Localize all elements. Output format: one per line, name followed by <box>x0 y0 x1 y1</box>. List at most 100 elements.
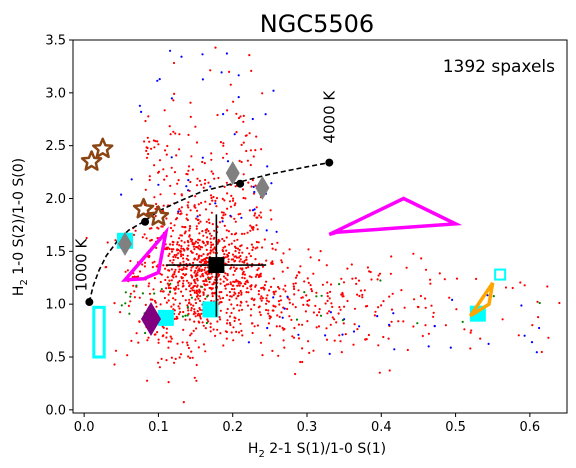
spaxel-point-red <box>207 252 210 255</box>
spaxel-point-red <box>153 146 156 149</box>
spaxel-point-red <box>194 312 197 315</box>
spaxel-point-red <box>198 321 201 324</box>
spaxel-point-red <box>180 193 183 196</box>
spaxel-point-blue <box>283 307 286 310</box>
spaxel-point-red <box>157 361 160 364</box>
spaxel-point-red <box>177 270 180 273</box>
spaxel-point-blue <box>158 78 161 81</box>
spaxel-point-red <box>197 290 200 293</box>
spaxel-point-red <box>189 209 192 212</box>
spaxel-point-red <box>232 326 235 329</box>
spaxel-point-red <box>243 277 246 280</box>
spaxel-point-red <box>195 327 198 330</box>
spaxel-point-red <box>151 261 154 264</box>
spaxel-point-red <box>272 304 275 307</box>
spaxel-point-red <box>222 246 225 249</box>
spaxel-point-red <box>199 295 202 298</box>
spaxel-point-red <box>251 297 254 300</box>
spaxel-point-red <box>144 119 147 123</box>
spaxel-point-red <box>114 239 117 242</box>
spaxel-point-red <box>160 273 163 276</box>
spaxel-point-blue <box>451 298 454 301</box>
spaxel-point-green <box>184 314 187 317</box>
spaxel-point-blue <box>530 341 534 344</box>
x-tick-label: 0.3 <box>297 420 318 435</box>
spaxel-point-red <box>219 141 222 144</box>
spaxel-point-red <box>203 288 206 291</box>
brown-star-marker <box>147 205 170 226</box>
spaxel-point-red <box>328 310 331 313</box>
spaxel-point-red <box>318 259 321 262</box>
spaxel-point-red <box>324 302 327 305</box>
spaxel-point-red <box>280 311 283 314</box>
spaxel-point-red <box>547 336 550 339</box>
spaxel-point-red <box>182 257 185 260</box>
orange-polygon-marker <box>468 282 495 318</box>
spaxel-point-red <box>216 113 219 117</box>
spaxel-point-red <box>333 339 336 342</box>
spaxel-point-red <box>265 259 268 262</box>
spaxel-point-red <box>202 293 205 296</box>
spaxel-point-red <box>246 262 249 265</box>
spaxel-point-red <box>188 229 191 232</box>
spaxel-point-blue <box>538 326 541 330</box>
spaxel-point-red <box>159 193 162 196</box>
spaxel-point-red <box>134 229 137 232</box>
spaxel-point-blue <box>120 193 123 196</box>
spaxel-point-red <box>248 252 251 255</box>
spaxel-point-red <box>170 356 173 359</box>
spaxel-point-blue <box>328 352 331 355</box>
spaxel-point-red <box>204 327 207 330</box>
spaxel-point-red <box>176 243 179 246</box>
spaxel-point-red <box>331 305 334 308</box>
spaxel-point-red <box>114 349 118 352</box>
spaxel-point-red <box>241 260 244 263</box>
spaxel-point-red <box>153 299 156 303</box>
spaxel-point-red <box>194 269 197 272</box>
spaxel-point-red <box>278 315 281 318</box>
spaxel-point-red <box>230 194 233 197</box>
spaxel-point-red <box>146 379 149 382</box>
spaxel-point-red <box>146 136 149 139</box>
spaxel-point-red <box>191 356 194 359</box>
spaxel-point-red <box>331 316 334 319</box>
spaxel-point-red <box>390 308 394 311</box>
spaxel-point-red <box>312 349 315 352</box>
spaxel-point-red <box>193 257 196 260</box>
spaxel-point-blue <box>233 133 236 136</box>
spaxel-point-red <box>153 260 156 263</box>
spaxel-point-red <box>190 155 193 158</box>
spaxel-point-red <box>207 229 210 233</box>
spaxel-point-red <box>184 226 187 229</box>
spaxel-point-blue <box>265 229 268 232</box>
magenta-polygon-marker <box>120 226 169 282</box>
spaxel-point-red <box>220 290 223 294</box>
spaxel-point-red <box>171 240 174 243</box>
spaxel-point-red <box>137 341 140 344</box>
spaxel-point-red <box>182 253 185 256</box>
spaxel-point-red <box>400 289 403 292</box>
spaxel-point-red <box>242 120 245 123</box>
y-tick-label: 1.0 <box>45 298 66 313</box>
spaxel-point-blue <box>427 345 430 348</box>
spaxel-point-red <box>205 220 208 223</box>
spaxel-point-red <box>195 363 198 367</box>
spaxel-point-blue <box>214 202 217 205</box>
spaxel-point-red <box>267 312 270 315</box>
spaxel-point-red <box>388 369 391 372</box>
spaxel-point-red <box>271 349 274 352</box>
spaxel-point-red <box>233 255 236 258</box>
spaxel-point-red <box>233 204 236 207</box>
spaxel-point-red <box>188 301 191 304</box>
spaxel-point-red <box>188 225 192 228</box>
spaxel-point-red <box>247 266 250 269</box>
spaxel-point-red <box>238 284 241 287</box>
spaxel-point-red <box>242 196 245 200</box>
spaxel-point-red <box>188 318 191 321</box>
spaxel-point-red <box>523 284 526 287</box>
spaxel-point-red <box>200 183 203 186</box>
spaxel-point-red <box>129 300 132 303</box>
spaxel-point-red <box>207 181 210 184</box>
y-tick-label: 2.5 <box>45 139 66 154</box>
spaxel-point-red <box>182 266 185 269</box>
